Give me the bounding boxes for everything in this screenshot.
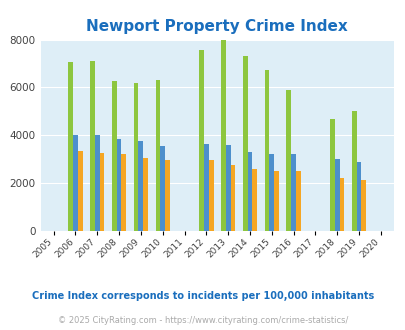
Bar: [252, 169, 256, 231]
Bar: [100, 153, 104, 231]
Bar: [339, 178, 343, 231]
Bar: [208, 160, 213, 231]
Bar: [220, 40, 225, 231]
Bar: [247, 152, 252, 231]
Title: Newport Property Crime Index: Newport Property Crime Index: [86, 19, 347, 34]
Bar: [133, 83, 138, 231]
Bar: [290, 154, 295, 231]
Bar: [198, 50, 203, 231]
Bar: [269, 154, 273, 231]
Bar: [230, 165, 235, 231]
Bar: [295, 171, 300, 231]
Bar: [95, 135, 100, 231]
Bar: [356, 162, 360, 231]
Bar: [68, 62, 73, 231]
Bar: [90, 61, 95, 231]
Bar: [203, 144, 208, 231]
Bar: [112, 82, 116, 231]
Bar: [165, 160, 169, 231]
Bar: [273, 171, 278, 231]
Bar: [351, 112, 356, 231]
Bar: [286, 90, 290, 231]
Text: © 2025 CityRating.com - https://www.cityrating.com/crime-statistics/: © 2025 CityRating.com - https://www.city…: [58, 316, 347, 325]
Bar: [121, 154, 126, 231]
Bar: [155, 80, 160, 231]
Bar: [78, 151, 83, 231]
Bar: [334, 159, 339, 231]
Bar: [116, 139, 121, 231]
Bar: [360, 180, 365, 231]
Bar: [143, 158, 148, 231]
Bar: [329, 118, 334, 231]
Bar: [138, 141, 143, 231]
Bar: [225, 145, 230, 231]
Bar: [264, 70, 269, 231]
Bar: [160, 146, 165, 231]
Bar: [242, 56, 247, 231]
Bar: [73, 135, 78, 231]
Text: Crime Index corresponds to incidents per 100,000 inhabitants: Crime Index corresponds to incidents per…: [32, 291, 373, 301]
